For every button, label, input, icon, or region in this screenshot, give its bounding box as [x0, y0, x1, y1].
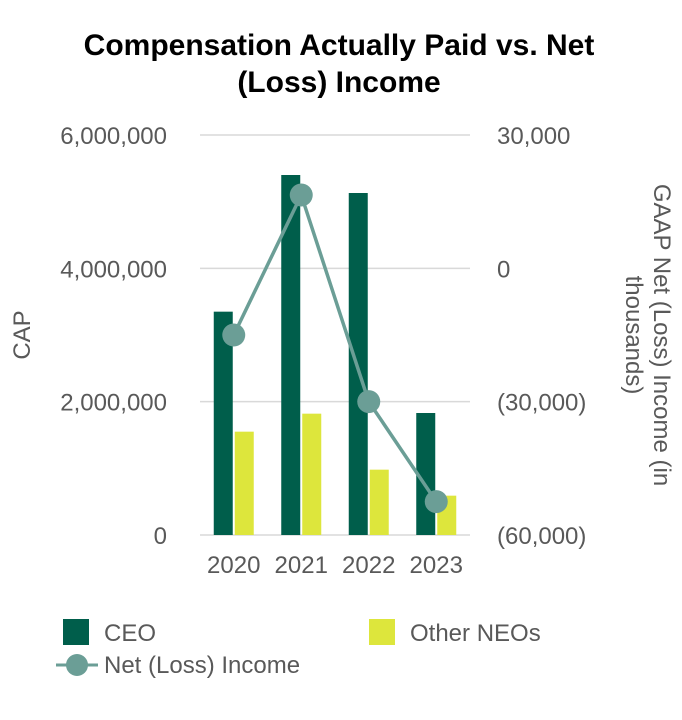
legend-swatch-net-income-marker: [66, 654, 88, 676]
line-series: [222, 183, 448, 514]
bar-other-neos-2021: [302, 413, 322, 535]
right-axis-title: GAAP Net (Loss) Income (in thousands): [620, 184, 675, 486]
right-tick-label: (30,000): [497, 390, 586, 417]
chart-title-line-1: Compensation Actually Paid vs. Net: [84, 29, 595, 62]
net-income-line: [232, 190, 438, 503]
net-income-point-2023: [424, 490, 448, 514]
chart-title: Compensation Actually Paid vs. Net (Loss…: [84, 29, 595, 99]
legend-label-ceo: CEO: [104, 620, 156, 647]
legend-swatch-other-neos: [369, 619, 395, 645]
left-tick-label: 6,000,000: [60, 123, 167, 150]
legend-swatch-ceo: [63, 619, 89, 645]
bar-other-neos-2022: [369, 469, 389, 535]
legend-label-net-income: Net (Loss) Income: [104, 652, 300, 679]
x-tick-label: 2022: [342, 552, 395, 579]
left-axis-ticks: 0 2,000,000 4,000,000 6,000,000: [60, 123, 167, 550]
right-axis-title-line-2: thousands): [620, 276, 647, 395]
chart-title-line-2: (Loss) Income: [237, 66, 440, 99]
x-tick-label: 2021: [275, 552, 328, 579]
legend-label-other-neos: Other NEOs: [410, 620, 541, 647]
bar-other-neos-2020: [234, 431, 254, 535]
bar-ceo-2021: [281, 175, 301, 535]
x-tick-label: 2020: [207, 552, 260, 579]
legend: CEO Other NEOs Net (Loss) Income: [56, 619, 541, 679]
net-income-point-2020: [222, 323, 246, 347]
right-axis-title-line-1: GAAP Net (Loss) Income (in: [648, 184, 675, 486]
bar-ceo-2020: [213, 311, 233, 535]
left-tick-label: 4,000,000: [60, 256, 167, 283]
net-income-point-2022: [357, 390, 381, 414]
left-tick-label: 2,000,000: [60, 390, 167, 417]
right-tick-label: 0: [497, 256, 510, 283]
x-axis-ticks: 2020 2021 2022 2023: [207, 552, 463, 579]
x-tick-label: 2023: [410, 552, 463, 579]
right-tick-label: (60,000): [497, 523, 586, 550]
left-tick-label: 0: [154, 523, 167, 550]
right-axis-ticks: (60,000) (30,000) 0 30,000: [497, 123, 586, 550]
bar-series: [213, 175, 457, 535]
left-axis-title: CAP: [9, 310, 36, 359]
right-tick-label: 30,000: [497, 123, 570, 150]
net-income-point-2021: [289, 183, 313, 207]
